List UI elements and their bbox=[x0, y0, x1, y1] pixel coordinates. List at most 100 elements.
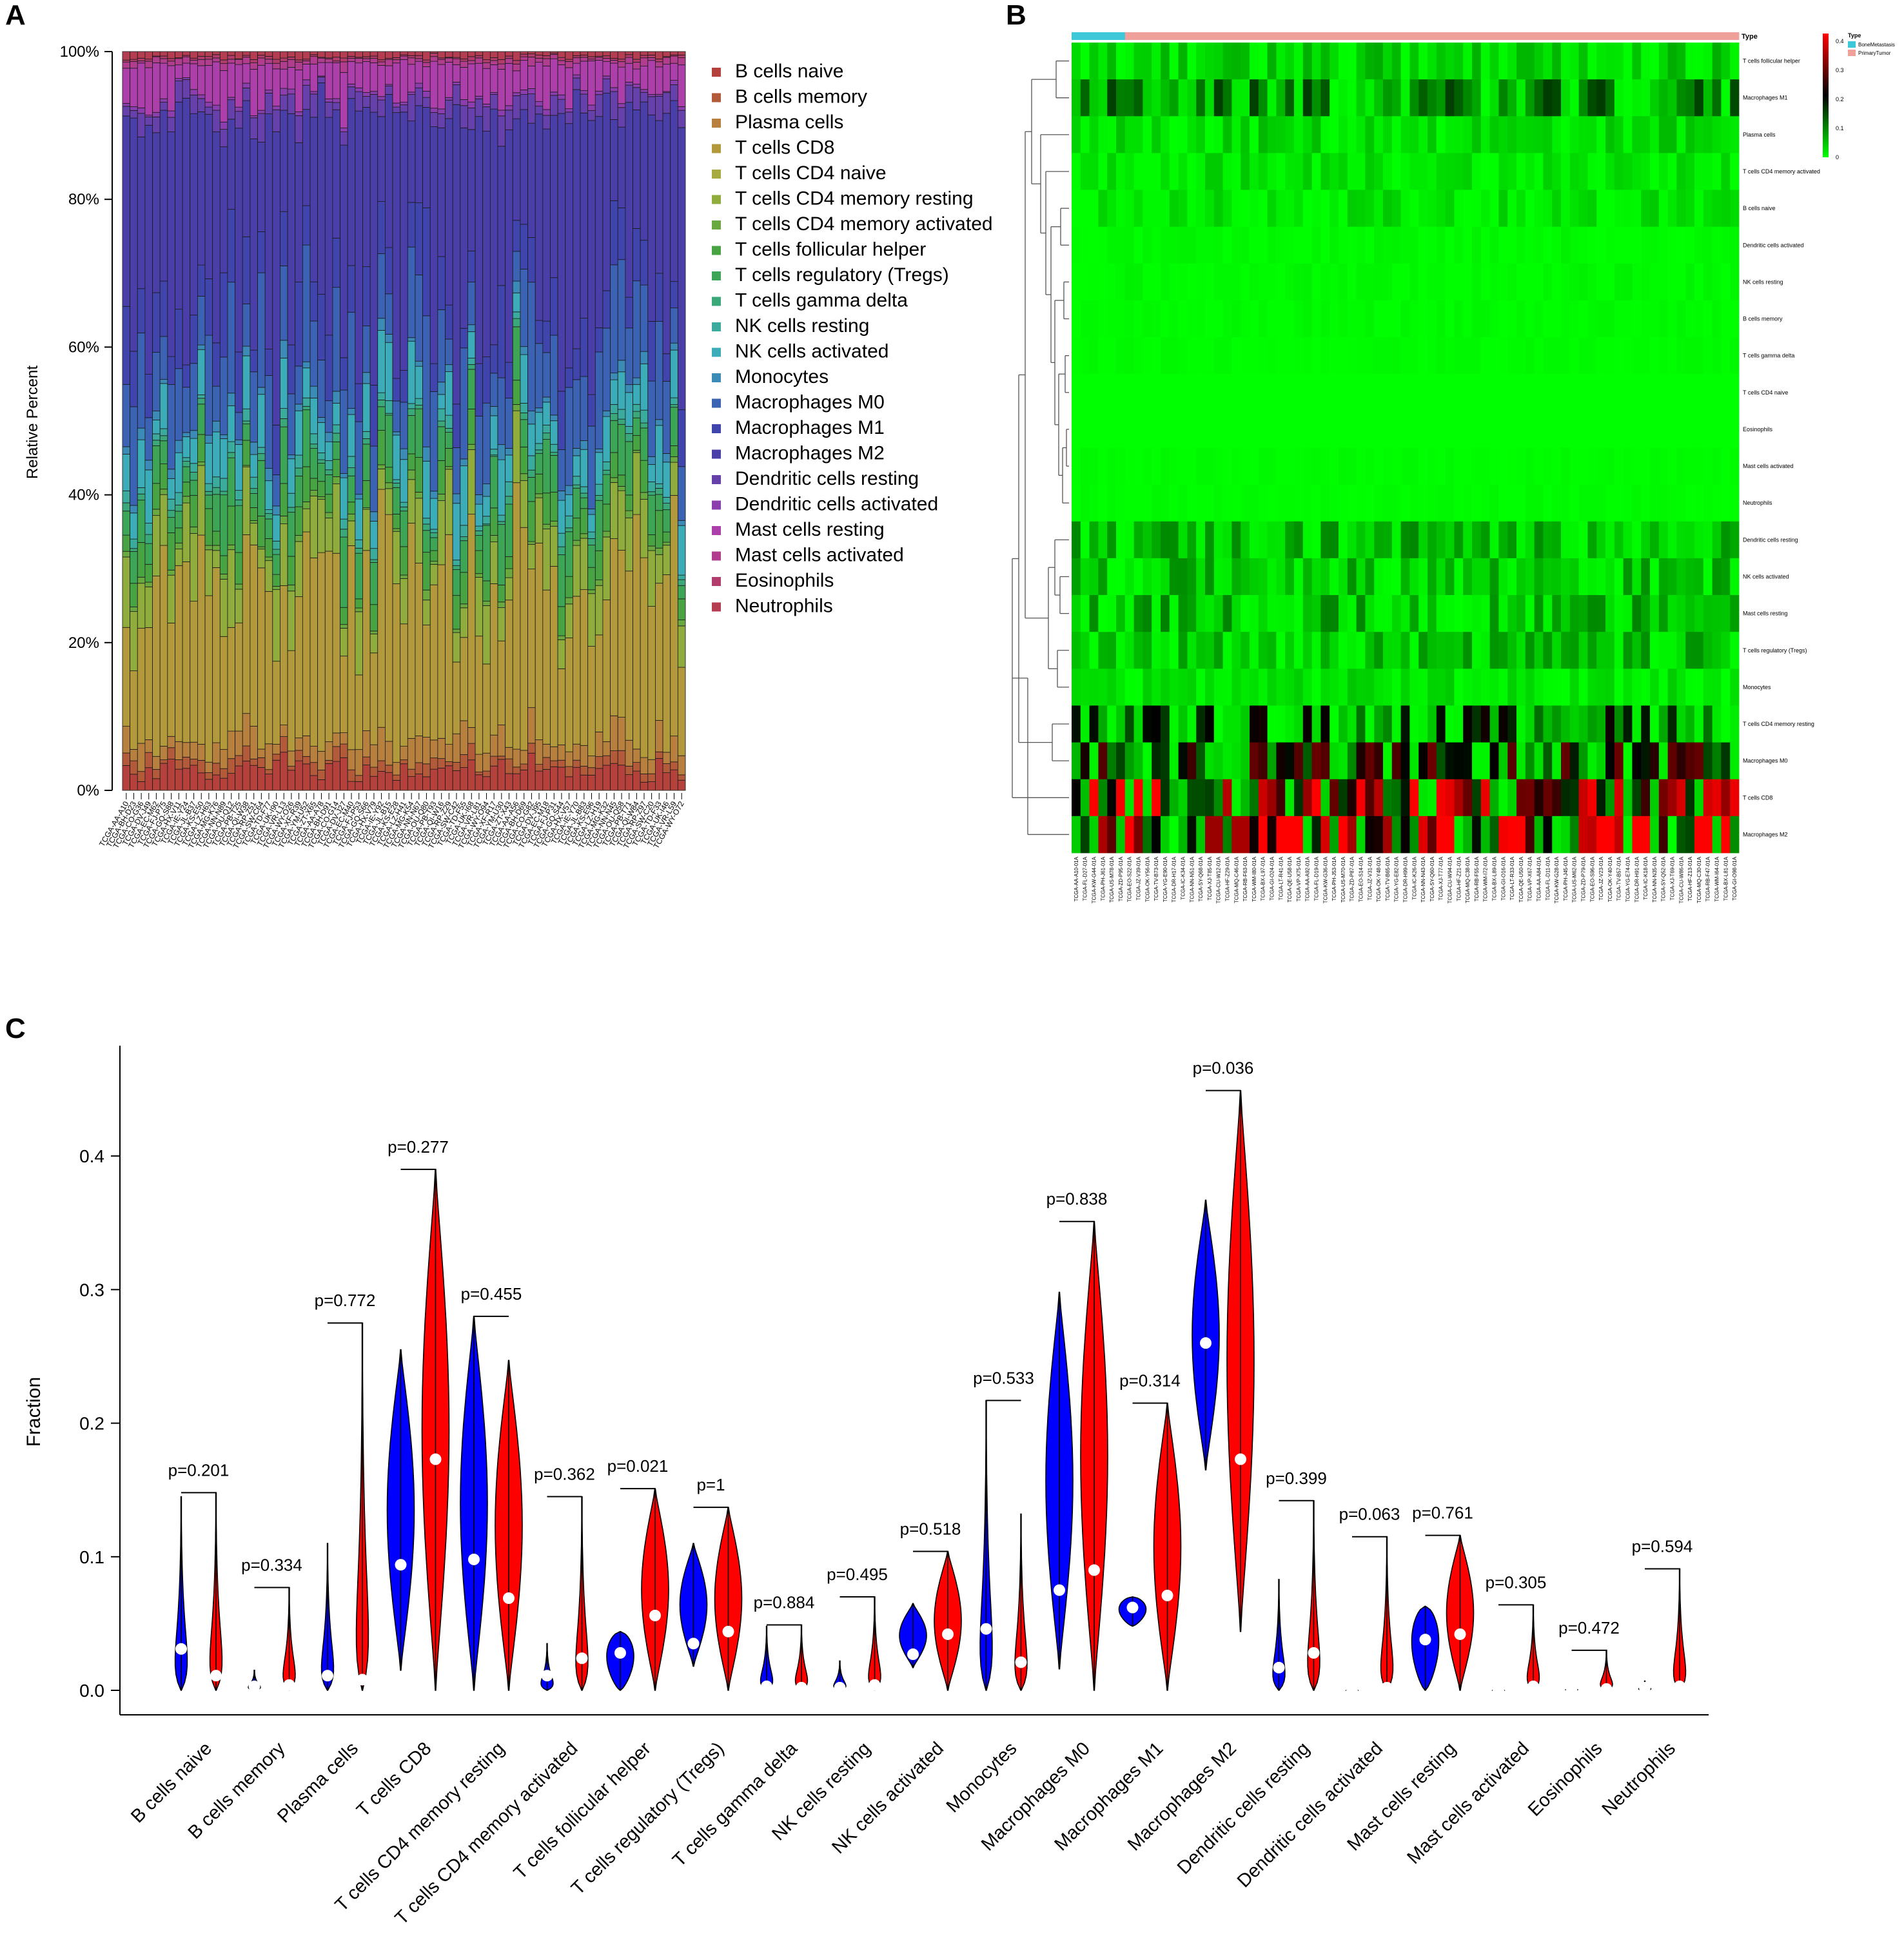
heatmap-cell bbox=[1152, 43, 1161, 80]
heatmap-column-label: TCGA-YG-E82-01A bbox=[1394, 856, 1400, 902]
bar-segment bbox=[130, 774, 138, 791]
heatmap-cell bbox=[1694, 116, 1704, 153]
bar-segment bbox=[280, 57, 288, 62]
legend-label: Mast cells resting bbox=[735, 519, 885, 540]
bar-segment bbox=[257, 51, 266, 56]
bar-segment bbox=[152, 509, 161, 516]
heatmap-cell bbox=[1676, 411, 1686, 448]
chart-c-x-tick-label: Monocytes bbox=[943, 1738, 1021, 1817]
bar-segment bbox=[617, 424, 626, 476]
heatmap-cell bbox=[1285, 558, 1295, 596]
bar-segment bbox=[400, 506, 408, 512]
heatmap-cell bbox=[1445, 411, 1455, 448]
bar-segment bbox=[565, 776, 573, 791]
heatmap-cell bbox=[1116, 705, 1126, 743]
bar-segment bbox=[302, 405, 311, 411]
heatmap-cell bbox=[1080, 705, 1090, 743]
bar-segment bbox=[587, 545, 596, 568]
heatmap-cell bbox=[1347, 300, 1357, 338]
heatmap-cell bbox=[1276, 300, 1286, 338]
bar-segment bbox=[362, 509, 371, 551]
bar-segment bbox=[137, 51, 146, 59]
heatmap-cell bbox=[1187, 632, 1197, 669]
heatmap-cell bbox=[1543, 669, 1553, 706]
heatmap-cell bbox=[1596, 190, 1606, 228]
bar-segment bbox=[347, 520, 356, 546]
bar-segment bbox=[437, 420, 446, 427]
bar-segment bbox=[617, 418, 626, 425]
heatmap-cell bbox=[1578, 558, 1588, 596]
heatmap-cell bbox=[1685, 816, 1695, 854]
heatmap-cell bbox=[1267, 447, 1277, 485]
heatmap-cell bbox=[1605, 190, 1615, 228]
bar-segment bbox=[272, 554, 280, 575]
violin-median-dot bbox=[1054, 1584, 1065, 1596]
heatmap-cell bbox=[1712, 263, 1722, 301]
heatmap-cell bbox=[1400, 558, 1410, 596]
bar-segment bbox=[662, 92, 671, 114]
heatmap-cell bbox=[1383, 190, 1393, 228]
bar-segment bbox=[400, 546, 408, 576]
heatmap-column-label: TCGA-FL-D19-01A bbox=[1314, 856, 1320, 901]
heatmap-cell bbox=[1258, 669, 1268, 706]
heatmap-cell bbox=[1374, 816, 1384, 854]
bar-segment bbox=[527, 51, 536, 54]
heatmap-cell bbox=[1605, 79, 1615, 117]
bar-segment bbox=[212, 763, 221, 776]
bar-segment bbox=[212, 61, 221, 106]
heatmap-cell bbox=[1391, 816, 1401, 854]
heatmap-cell bbox=[1383, 447, 1393, 485]
bar-segment bbox=[250, 349, 258, 373]
bar-segment bbox=[152, 756, 161, 770]
bar-segment bbox=[332, 459, 340, 477]
bar-segment bbox=[475, 494, 484, 505]
bar-segment bbox=[662, 64, 671, 92]
bar-segment bbox=[550, 452, 558, 456]
heatmap-cell bbox=[1569, 263, 1579, 301]
heatmap-cell bbox=[1703, 521, 1713, 559]
bar-segment bbox=[594, 351, 604, 449]
heatmap-cell bbox=[1330, 816, 1339, 854]
heatmap-cell bbox=[1107, 595, 1117, 632]
bar-segment bbox=[152, 515, 161, 576]
heatmap-cell bbox=[1169, 153, 1179, 190]
bar-segment bbox=[167, 478, 175, 500]
bar-segment bbox=[655, 425, 663, 484]
bar-segment bbox=[550, 95, 558, 116]
heatmap-cell bbox=[1330, 300, 1339, 338]
bar-segment bbox=[219, 555, 228, 574]
heatmap-cell bbox=[1498, 43, 1508, 80]
colorbar bbox=[1823, 34, 1829, 157]
heatmap-cell bbox=[1072, 447, 1081, 485]
type-bar-cell bbox=[1400, 32, 1410, 40]
heatmap-cell bbox=[1356, 190, 1366, 228]
bar-segment bbox=[670, 404, 678, 408]
heatmap-cell bbox=[1658, 337, 1668, 375]
heatmap-cell bbox=[1658, 43, 1668, 80]
bar-segment bbox=[677, 54, 686, 59]
bar-segment bbox=[257, 57, 266, 66]
bar-segment bbox=[580, 774, 589, 791]
heatmap-cell bbox=[1632, 374, 1642, 411]
violin-median-dot bbox=[942, 1628, 954, 1640]
heatmap-cell bbox=[1311, 632, 1321, 669]
bar-segment bbox=[452, 632, 461, 663]
heatmap-cell bbox=[1276, 558, 1286, 596]
heatmap-cell bbox=[1676, 484, 1686, 522]
heatmap-cell bbox=[1089, 816, 1099, 854]
bar-segment bbox=[647, 57, 656, 61]
bar-segment bbox=[287, 393, 296, 456]
heatmap-column-label: TCGA-MQ-C46-01A bbox=[1233, 856, 1239, 903]
heatmap-cell bbox=[1658, 669, 1668, 706]
heatmap-cell bbox=[1098, 226, 1108, 264]
pvalue-label: p=0.305 bbox=[1486, 1572, 1547, 1592]
heatmap-cell bbox=[1400, 447, 1410, 485]
legend-label: NK cells resting bbox=[735, 315, 869, 337]
bar-segment bbox=[309, 444, 319, 449]
bar-segment bbox=[565, 123, 573, 369]
heatmap-cell bbox=[1730, 447, 1740, 485]
bar-segment bbox=[219, 494, 228, 556]
bar-segment bbox=[640, 422, 649, 429]
bar-segment bbox=[662, 503, 671, 511]
heatmap-cell bbox=[1721, 705, 1731, 743]
